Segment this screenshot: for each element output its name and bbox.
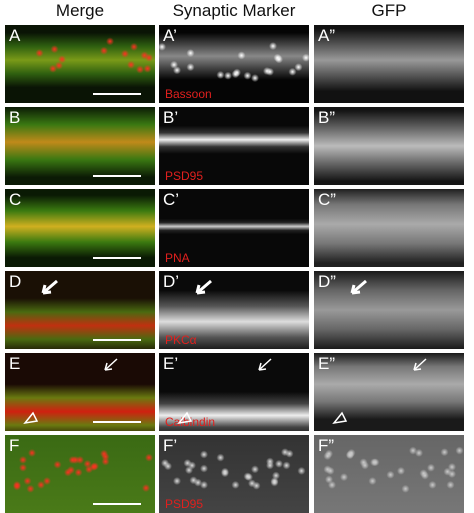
image-panel: B’ PSD95	[159, 107, 309, 185]
panel-label: C	[9, 190, 22, 209]
scale-bar	[93, 339, 141, 341]
image-panel: B	[5, 107, 155, 185]
arrowheads	[23, 358, 118, 425]
panel-label: A’	[163, 26, 177, 45]
image-panel: F’ PSD95	[159, 435, 309, 513]
panel-label: F”	[318, 436, 335, 455]
image-panel: E”	[314, 353, 464, 431]
panel-label: B”	[318, 108, 335, 127]
panel-label: B’	[163, 108, 179, 127]
image-panel: F”	[314, 435, 464, 513]
scale-bar	[93, 257, 141, 259]
panel-label: E’	[163, 354, 179, 373]
scale-bar	[93, 503, 141, 505]
panel-label: A	[9, 26, 21, 45]
image-panel: A’ Bassoon	[159, 25, 309, 103]
marker-label: PSD95	[165, 169, 204, 183]
image-panel: B”	[314, 107, 464, 185]
scale-bar	[93, 175, 141, 177]
panel-label: B	[9, 108, 21, 127]
image-panel: E’ Calbindin	[159, 353, 309, 431]
arrowheads	[332, 358, 427, 425]
marker-label: PNA	[165, 251, 190, 265]
marker-label: PKCα	[165, 333, 197, 347]
column-header: Synaptic Marker	[172, 1, 296, 20]
arrowheads	[177, 358, 272, 425]
panel-label: F’	[163, 436, 178, 455]
image-panel: D”	[314, 271, 464, 349]
panel-label: E	[9, 354, 21, 373]
scale-bar	[93, 93, 141, 95]
panel-label: D”	[318, 272, 336, 291]
image-panel: E	[5, 353, 155, 431]
marker-label: Bassoon	[165, 87, 212, 101]
marker-label: Calbindin	[165, 415, 216, 429]
arrow	[350, 279, 367, 295]
image-panel: C	[5, 189, 155, 267]
image-panel: C”	[314, 189, 464, 267]
image-panel: A”	[314, 25, 464, 103]
image-panel: D’ PKCα	[159, 271, 309, 349]
image-panel: D	[5, 271, 155, 349]
panel-label: A”	[318, 26, 335, 45]
panel-label: D	[9, 272, 22, 291]
arrow	[41, 279, 58, 295]
panel-label: C’	[163, 190, 180, 209]
marker-label: PSD95	[165, 497, 204, 511]
scale-bar	[93, 421, 141, 423]
arrow	[195, 279, 212, 295]
image-panel: C’ PNA	[159, 189, 309, 267]
panel-label: D’	[163, 272, 180, 291]
image-panel: A	[5, 25, 155, 103]
panel-label: F	[9, 436, 20, 455]
column-header: Merge	[55, 1, 105, 20]
column-header: GFP	[371, 1, 407, 20]
image-panel: F	[5, 435, 155, 513]
panel-label: E”	[318, 354, 335, 373]
panel-label: C”	[318, 190, 336, 209]
